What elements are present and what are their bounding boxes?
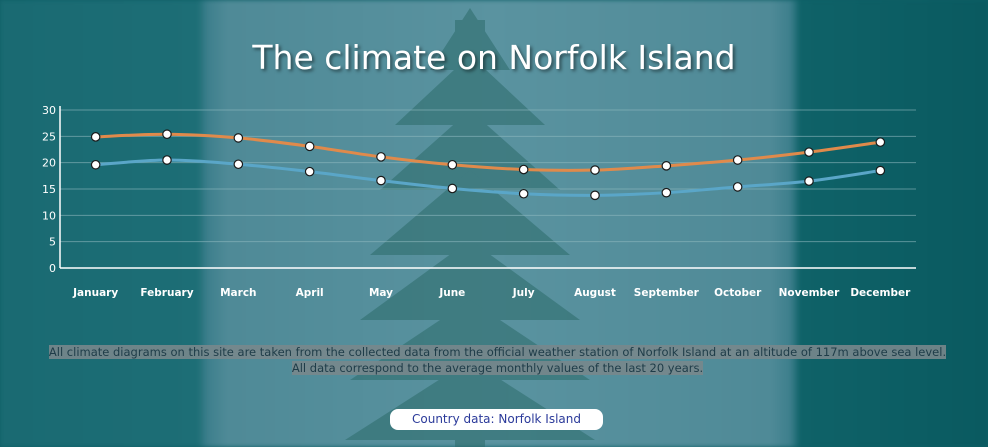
x-tick-label: August [574,287,616,299]
data-point [376,175,386,186]
data-point [304,141,315,152]
x-tick-label: September [634,287,700,299]
x-tick-label: March [220,287,256,299]
x-tick-label: July [512,287,535,299]
x-tick-label: February [140,287,193,299]
data-point [233,159,244,170]
y-tick-label: 15 [42,183,56,196]
data-point [804,147,814,157]
description-text: All climate diagrams on this site are ta… [40,344,955,376]
data-point [304,166,315,177]
data-point [661,161,672,171]
x-tick-label: January [72,287,118,299]
data-point [447,159,458,170]
y-tick-label: 20 [42,157,56,170]
data-point [90,132,101,142]
y-tick-label: 0 [49,262,56,275]
x-tick-label: April [296,287,324,299]
data-point [732,155,743,165]
data-point [162,129,172,140]
x-tick-label: May [369,287,393,299]
data-point [875,137,886,147]
data-point [732,182,743,192]
page-title: The climate on Norfolk Island [252,38,736,77]
data-point [875,165,886,176]
x-tick-label: June [438,287,465,299]
data-point [90,159,101,170]
data-point [661,187,672,198]
y-tick-label: 10 [42,209,56,222]
data-point [447,183,458,194]
x-tick-label: October [714,287,762,299]
series-line-1 [95,158,881,197]
x-tick-label: December [850,287,911,299]
y-tick-label: 30 [42,104,56,117]
data-point [162,155,172,165]
data-point [376,152,386,162]
x-tick-label: November [779,287,841,299]
data-point [590,165,600,175]
series-line-0 [95,132,881,172]
y-tick-label: 5 [49,236,56,249]
country-data-button[interactable]: Country data: Norfolk Island [390,409,603,430]
data-point [590,190,600,201]
climate-chart: 0 5 10 15 20 25 30 January February March April May… [42,104,916,299]
description-span: All climate diagrams on this site are ta… [48,345,947,375]
data-point [518,188,529,199]
data-point [518,164,529,175]
data-point [233,133,244,143]
data-point [804,176,814,186]
y-tick-label: 25 [42,130,56,143]
